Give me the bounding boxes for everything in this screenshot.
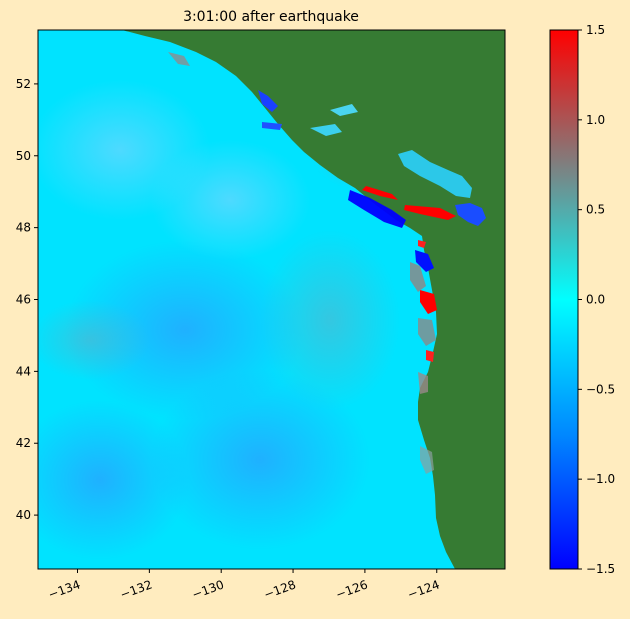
lat-tick-label: 46 — [16, 293, 31, 307]
wave-pattern — [150, 140, 310, 260]
colorbar-gradient — [549, 29, 579, 570]
lon-tick-label: −130 — [190, 577, 226, 601]
wave-pattern — [150, 370, 370, 550]
colorbar-tick-label: −1.5 — [586, 562, 615, 576]
coastal-wave-gray — [418, 372, 428, 394]
coastal-wave-blue — [415, 250, 434, 272]
map-title: 3:01:00 after earthquake — [183, 9, 359, 25]
coastal-wave-gray — [418, 318, 436, 346]
colorbar: −1.5 −1.0 −0.5 0.0 0.5 1.0 1.5 — [549, 23, 615, 576]
wave-pattern — [38, 400, 190, 560]
wave-pattern — [38, 300, 150, 380]
inlet-water — [330, 104, 358, 116]
strait-water — [398, 150, 472, 198]
coastal-wave-red — [426, 350, 434, 362]
colorbar-tick-label: 0.0 — [586, 293, 605, 307]
colorbar-tick-label: 0.5 — [586, 203, 605, 217]
lat-tick-label: 40 — [16, 508, 31, 522]
coastal-wave-blue — [262, 122, 282, 130]
colorbar-axis: −1.5 −1.0 −0.5 0.0 0.5 1.0 1.5 — [578, 23, 615, 576]
lat-tick-label: 52 — [16, 77, 31, 91]
map-panel — [38, 30, 505, 569]
inlet-water — [455, 203, 486, 226]
colorbar-tick-label: −1.0 — [586, 472, 615, 486]
lat-tick-label: 42 — [16, 436, 31, 450]
coastal-wave-blue — [348, 190, 406, 228]
longitude-axis: −134 −132 −130 −128 −126 −124 — [46, 569, 441, 602]
colorbar-tick-label: 1.0 — [586, 113, 605, 127]
coastal-wave-red — [420, 290, 437, 314]
coastal-wave-red — [362, 186, 398, 200]
coastal-wave-gray — [410, 262, 426, 292]
lat-tick-label: 48 — [16, 221, 31, 235]
lon-tick-label: −132 — [118, 577, 154, 601]
coastal-wave-gray — [420, 446, 434, 474]
coastal-wave-red — [418, 240, 426, 248]
lon-tick-label: −124 — [406, 577, 442, 601]
coastal-wave-gray — [168, 52, 190, 66]
coastal-wave-red — [404, 205, 456, 220]
lat-tick-label: 50 — [16, 149, 31, 163]
lat-tick-label: 44 — [16, 364, 31, 378]
colorbar-tick-label: −0.5 — [586, 382, 615, 396]
colorbar-tick-label: 1.5 — [586, 23, 605, 37]
lon-tick-label: −134 — [46, 577, 82, 601]
lon-tick-label: −126 — [334, 577, 370, 601]
lon-tick-label: −128 — [262, 577, 298, 601]
inlet-water — [310, 124, 342, 136]
coastal-wave-blue — [258, 90, 278, 112]
wave-pattern — [260, 230, 400, 410]
latitude-axis: 40 42 44 46 48 50 52 — [16, 77, 38, 522]
